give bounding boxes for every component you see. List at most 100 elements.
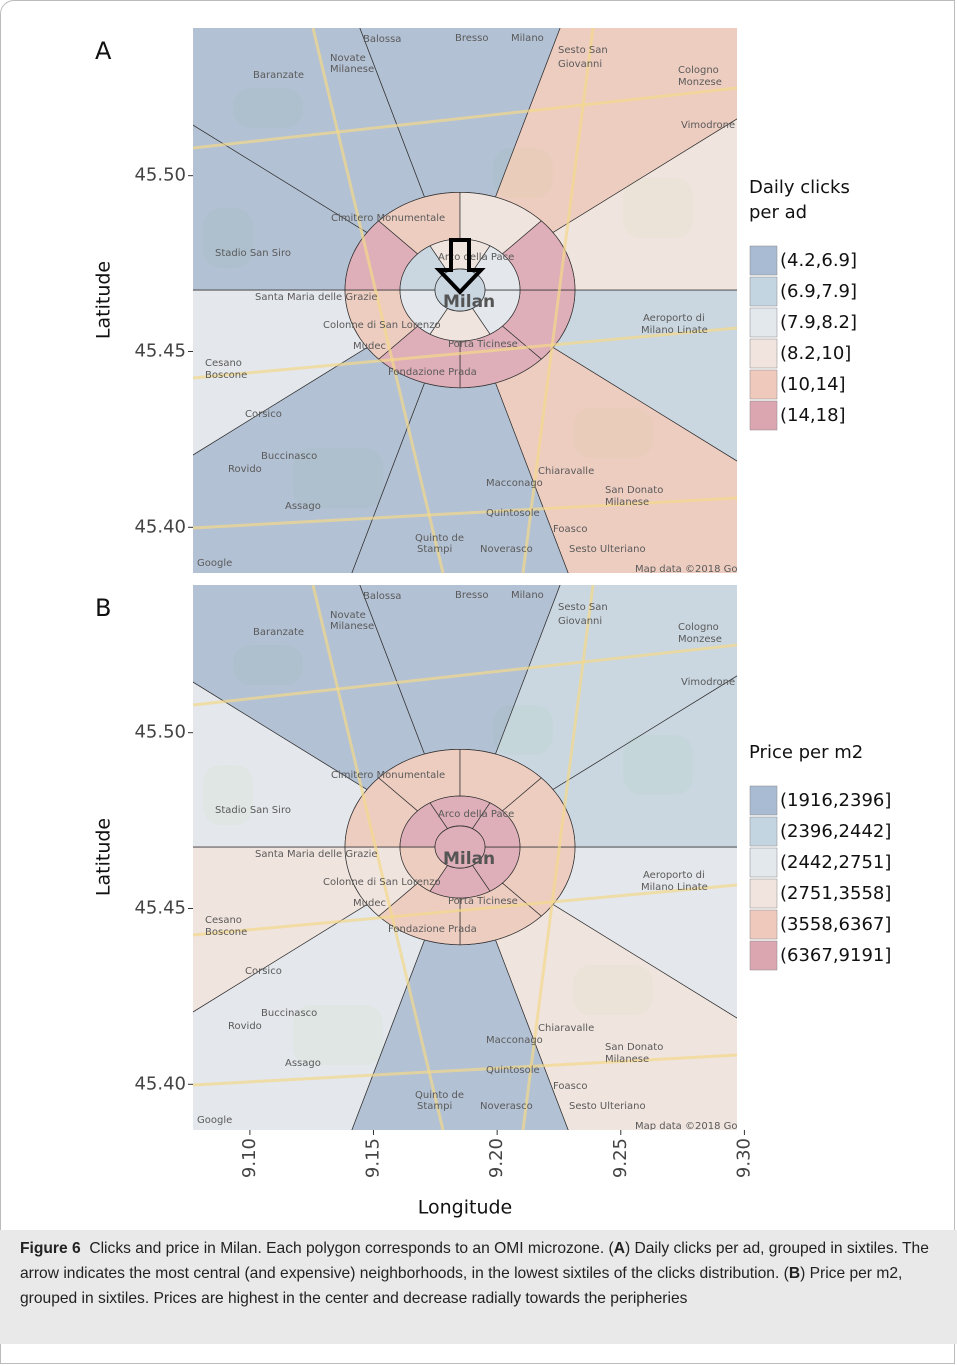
- x-tick-label: 9.10: [239, 1138, 260, 1178]
- map-label: Sesto Ulteriano: [569, 1101, 646, 1112]
- map-label: Corsico: [245, 966, 282, 977]
- map-label: Stampi: [417, 1101, 452, 1112]
- legend-swatch: [750, 910, 777, 939]
- panel-label: B: [95, 594, 111, 622]
- y-tick-label: 45.50: [134, 722, 186, 743]
- map-label: Google: [197, 558, 232, 569]
- map-label: Noverasco: [480, 544, 533, 555]
- legend-swatch: [750, 401, 777, 430]
- map-label: Sesto Ulteriano: [569, 544, 646, 555]
- legend-swatch: [750, 370, 777, 399]
- map-label: Novate: [330, 610, 366, 621]
- map-label: Buccinasco: [261, 1008, 317, 1019]
- map-label: Milano Linate: [641, 882, 708, 893]
- map-label: Cologno: [678, 622, 719, 633]
- map-label: Santa Maria delle Grazie: [255, 849, 378, 860]
- map-label: Noverasco: [480, 1101, 533, 1112]
- x-tick-label: 9.30: [733, 1138, 754, 1178]
- map-label: Fondazione Prada: [388, 924, 477, 935]
- legend-title: Daily clicks: [749, 177, 850, 198]
- map-label: Milano Linate: [641, 325, 708, 336]
- legend-label: (6367,9191]: [780, 945, 891, 966]
- caption: Figure 6 Clicks and price in Milan. Each…: [0, 1230, 957, 1344]
- map-label: Buccinasco: [261, 451, 317, 462]
- x-tick-label: 9.15: [363, 1138, 384, 1178]
- map-label: Milanese: [330, 64, 374, 75]
- legend-label: (4.2,6.9]: [780, 250, 857, 271]
- map-label: Milano: [511, 33, 544, 44]
- legend-swatch: [750, 339, 777, 368]
- map-label: Cimitero Monumentale: [331, 770, 445, 781]
- y-tick-label: 45.40: [134, 1073, 186, 1094]
- map-label: Porta Ticinese: [448, 339, 518, 350]
- page: Longitude BalossaBressoMilanoNovateMilan…: [0, 0, 957, 1366]
- map-label: Map data ©2018 Google: [635, 564, 759, 575]
- map-label: Quinto de: [415, 1090, 464, 1101]
- map-label: Stadio San Siro: [215, 248, 291, 259]
- map-label: Sesto San: [558, 602, 608, 613]
- legend-label: (2396,2442]: [780, 821, 891, 842]
- map-label: Giovanni: [558, 616, 602, 627]
- map-label: Baranzate: [253, 627, 304, 638]
- map-label: Bresso: [455, 590, 488, 601]
- y-tick-label: 45.45: [134, 340, 186, 361]
- map-label: Colonne di San Lorenzo: [323, 320, 441, 331]
- map-label: Novate: [330, 53, 366, 64]
- legend-label: (1916,2396]: [780, 790, 891, 811]
- map-label: Corsico: [245, 409, 282, 420]
- caption-text: A: [614, 1240, 625, 1257]
- map-label: Milano: [511, 590, 544, 601]
- y-tick-label: 45.45: [134, 897, 186, 918]
- map-label: Giovanni: [558, 59, 602, 70]
- map-label: Stampi: [417, 544, 452, 555]
- map-label: Chiaravalle: [538, 466, 594, 477]
- map-label: Macconago: [486, 1035, 543, 1046]
- x-tick-label: 9.20: [486, 1138, 507, 1178]
- map-label: Milan: [443, 292, 495, 312]
- caption-text: Clicks and price in Milan. Each polygon …: [89, 1240, 613, 1257]
- legend-swatch: [750, 246, 777, 275]
- map-label: Porta Ticinese: [448, 896, 518, 907]
- map-label: Rovido: [228, 464, 262, 475]
- caption-text: B: [789, 1265, 800, 1282]
- map-label: Milan: [443, 849, 495, 869]
- map-label: Milanese: [605, 1054, 649, 1065]
- legend-swatch: [750, 879, 777, 908]
- y-axis-label: Latitude: [93, 261, 115, 339]
- map-label: Mudec: [353, 898, 386, 909]
- map-label: Aeroporto di: [643, 870, 705, 881]
- map-label: Stadio San Siro: [215, 805, 291, 816]
- legend-swatch: [750, 277, 777, 306]
- map-label: Assago: [285, 501, 321, 512]
- map-label: Mudec: [353, 341, 386, 352]
- map-label: Boscone: [205, 927, 247, 938]
- map-label: Vimodrone: [681, 677, 735, 688]
- map-label: Foasco: [553, 524, 587, 535]
- map-label: Milanese: [330, 621, 374, 632]
- map-label: Balossa: [363, 591, 401, 602]
- map-label: Bresso: [455, 33, 488, 44]
- legend-label: (6.9,7.9]: [780, 281, 857, 302]
- map-label: Foasco: [553, 1081, 587, 1092]
- legend-swatch: [750, 308, 777, 337]
- map-label: Quintosole: [486, 508, 540, 519]
- map-label: Quintosole: [486, 1065, 540, 1076]
- map-label: Monzese: [678, 77, 722, 88]
- legend-swatch: [750, 786, 777, 815]
- legend-title: Price per m2: [749, 742, 863, 763]
- map-label: Map data ©2018 Google: [635, 1121, 759, 1132]
- panel-label: A: [95, 37, 112, 65]
- legend-title: per ad: [749, 202, 807, 223]
- y-axis-label: Latitude: [93, 818, 115, 896]
- legend-label: (2751,3558]: [780, 883, 891, 904]
- legend-swatch: [750, 848, 777, 877]
- map-label: Monzese: [678, 634, 722, 645]
- legend-label: (2442,2751]: [780, 852, 891, 873]
- legend-swatch: [750, 817, 777, 846]
- map-label: San Donato: [605, 1042, 663, 1053]
- map-label: Baranzate: [253, 70, 304, 81]
- map-label: Cologno: [678, 65, 719, 76]
- legend-swatch: [750, 941, 777, 970]
- y-tick-label: 45.40: [134, 516, 186, 537]
- map-label: Colonne di San Lorenzo: [323, 877, 441, 888]
